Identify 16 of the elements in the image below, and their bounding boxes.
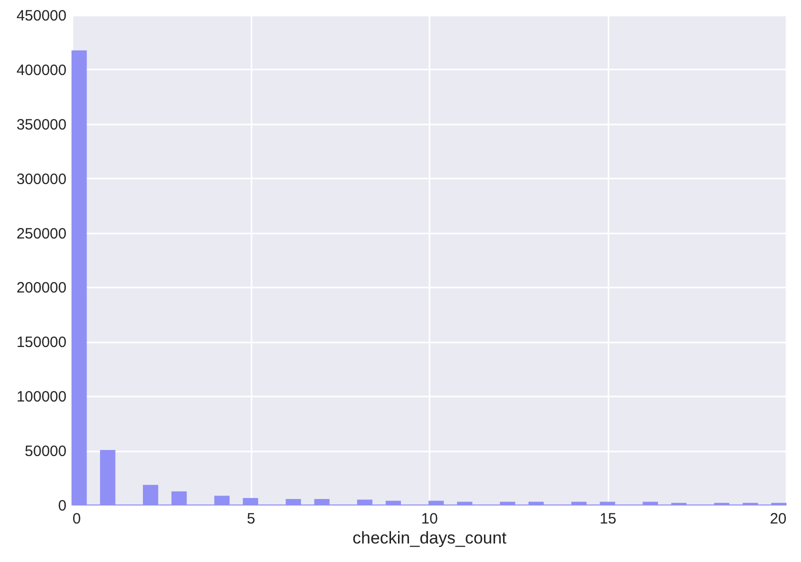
y-tick-label: 400000 xyxy=(16,62,66,79)
y-tick-label: 0 xyxy=(58,498,66,514)
y-tick-label: 50000 xyxy=(24,443,66,460)
x-tick-label: 15 xyxy=(600,510,616,528)
y-tick-label: 200000 xyxy=(16,280,66,297)
x-tick-label: 20 xyxy=(770,510,786,528)
x-tick-label: 5 xyxy=(246,510,256,528)
y-tick-label: 150000 xyxy=(16,334,66,352)
x-tick-label: 10 xyxy=(421,510,438,528)
x-axis-title: checkin_days_count xyxy=(352,528,507,548)
y-tick-label: 100000 xyxy=(16,388,66,406)
y-tick-label: 350000 xyxy=(16,116,66,134)
y-tick-label: 300000 xyxy=(16,170,66,188)
y-tick-label: 450000 xyxy=(16,8,66,24)
x-tick-label: 0 xyxy=(72,510,81,528)
y-tick-label: 250000 xyxy=(16,225,66,242)
